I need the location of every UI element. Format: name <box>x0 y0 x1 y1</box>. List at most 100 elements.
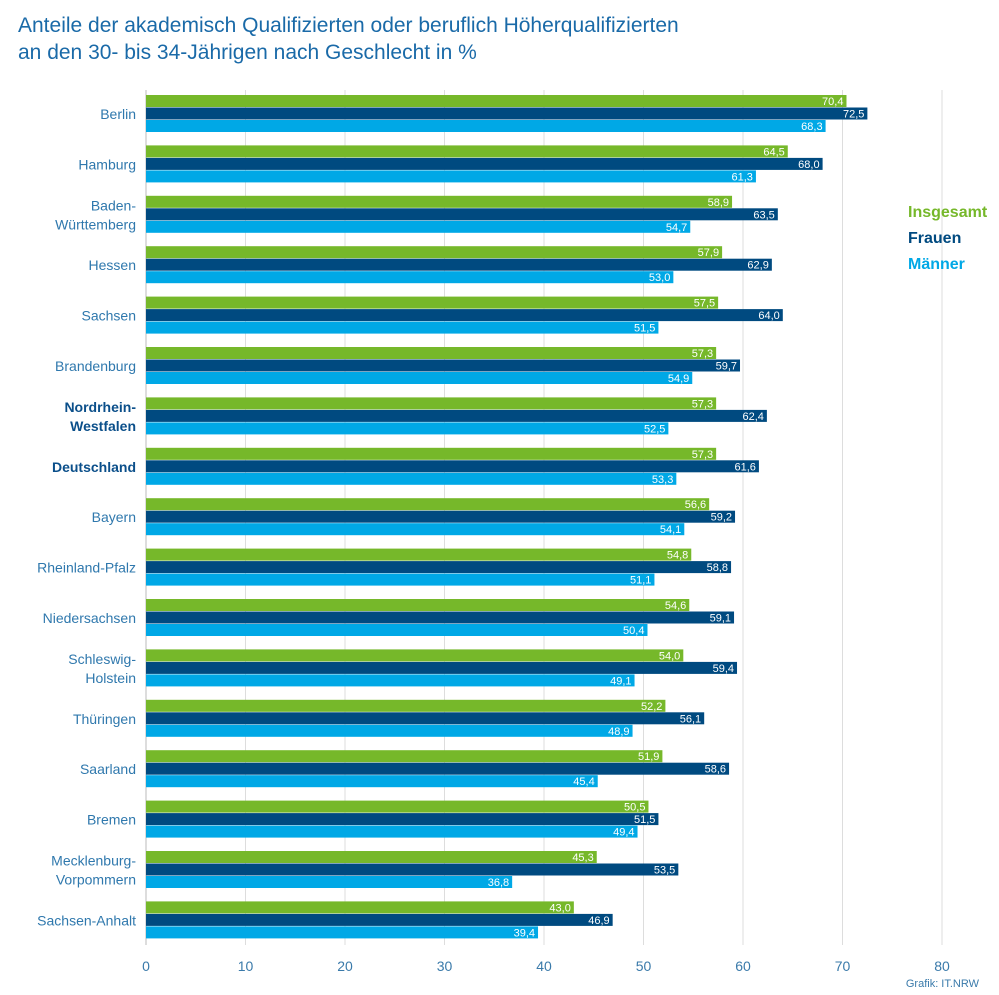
bar-frauen <box>146 561 732 574</box>
category-label: Nordrhein- <box>64 399 136 415</box>
category-label: Saarland <box>80 761 136 777</box>
bar-frauen <box>146 913 613 926</box>
data-label: 53,0 <box>649 272 670 284</box>
bar-insgesamt <box>146 447 717 460</box>
bar-männer <box>146 220 691 233</box>
data-label: 59,1 <box>710 613 731 625</box>
bar-frauen <box>146 661 738 674</box>
data-label: 51,5 <box>634 814 655 826</box>
data-label: 57,3 <box>692 348 713 360</box>
bar-männer <box>146 422 669 435</box>
bar-frauen <box>146 611 735 624</box>
chart-title-line-2: an den 30- bis 34-Jährigen nach Geschlec… <box>18 41 477 64</box>
bar-insgesamt <box>146 296 719 309</box>
x-tick-label: 0 <box>142 958 150 974</box>
bar-männer <box>146 523 685 536</box>
category-label: Brandenburg <box>55 358 136 374</box>
data-label: 54,0 <box>659 650 680 662</box>
category-label: Rheinland-Pfalz <box>37 560 136 576</box>
bar-frauen <box>146 409 767 422</box>
data-label: 57,5 <box>694 298 715 310</box>
bar-insgesamt <box>146 347 717 359</box>
bar-insgesamt <box>146 195 733 208</box>
data-label: 59,2 <box>711 512 732 524</box>
bar-insgesamt <box>146 548 692 561</box>
data-label: 68,0 <box>798 159 819 171</box>
data-label: 58,9 <box>708 197 729 209</box>
data-label: 58,6 <box>705 764 726 776</box>
bar-männer <box>146 624 648 636</box>
legend-item: Frauen <box>908 230 962 247</box>
bar-insgesamt <box>146 800 649 813</box>
x-tick-label: 50 <box>636 958 652 974</box>
data-label: 61,3 <box>732 171 753 183</box>
bar-insgesamt <box>146 649 684 662</box>
bar-männer <box>146 724 633 737</box>
data-label: 63,5 <box>753 209 774 221</box>
bar-männer <box>146 472 677 485</box>
bar-frauen <box>146 208 778 221</box>
source-note: Grafik: IT.NRW <box>905 978 979 990</box>
category-label: Deutschland <box>52 459 136 475</box>
data-label: 45,3 <box>572 852 593 864</box>
category-label: Vorpommern <box>56 872 136 888</box>
bar-frauen <box>146 157 823 170</box>
x-tick-label: 60 <box>735 958 751 974</box>
bar-insgesamt <box>146 397 717 410</box>
category-label: Bayern <box>92 509 136 525</box>
data-label: 50,5 <box>624 802 645 814</box>
data-label: 49,4 <box>613 827 634 839</box>
bar-frauen <box>146 510 736 523</box>
data-label: 61,6 <box>734 461 755 473</box>
bar-frauen <box>146 258 772 271</box>
category-label: Sachsen-Anhalt <box>37 912 136 928</box>
bar-männer <box>146 170 756 183</box>
data-label: 62,9 <box>747 260 768 272</box>
data-label: 54,7 <box>666 222 687 234</box>
bar-männer <box>146 674 635 687</box>
x-tick-label: 20 <box>337 958 353 974</box>
bar-frauen <box>146 813 659 826</box>
bar-insgesamt <box>146 851 597 863</box>
bar-frauen <box>146 309 783 322</box>
data-label: 68,3 <box>801 121 822 133</box>
category-label: Westfalen <box>70 418 136 434</box>
bar-männer <box>146 271 674 284</box>
data-label: 58,8 <box>707 562 728 574</box>
bar-frauen <box>146 712 705 725</box>
bar-männer <box>146 926 539 939</box>
data-label: 51,9 <box>638 751 659 763</box>
category-label: Bremen <box>87 812 136 828</box>
data-label: 49,1 <box>610 675 631 687</box>
data-label: 39,4 <box>514 927 535 939</box>
data-label: 59,7 <box>716 361 737 373</box>
category-label: Holstein <box>85 670 136 686</box>
legend-item: Männer <box>908 256 965 273</box>
bar-männer <box>146 321 659 334</box>
bar-insgesamt <box>146 901 574 914</box>
data-label: 43,0 <box>549 902 570 914</box>
category-label: Niedersachsen <box>43 610 136 626</box>
chart-title: Anteile der akademisch Qualifizierten od… <box>18 12 679 66</box>
category-label: Thüringen <box>73 711 136 727</box>
chart-title-line-1: Anteile der akademisch Qualifizierten od… <box>18 14 679 37</box>
data-label: 53,5 <box>654 865 675 877</box>
category-label: Mecklenburg- <box>51 853 136 869</box>
data-label: 54,9 <box>668 373 689 385</box>
bar-insgesamt <box>146 95 847 107</box>
bar-insgesamt <box>146 246 723 259</box>
bar-frauen <box>146 359 741 372</box>
data-label: 64,0 <box>758 310 779 322</box>
data-label: 72,5 <box>843 109 864 121</box>
bar-männer <box>146 825 638 838</box>
data-label: 62,4 <box>742 411 763 423</box>
category-label: Berlin <box>100 106 136 122</box>
x-tick-label: 10 <box>238 958 254 974</box>
data-label: 57,3 <box>692 398 713 410</box>
x-tick-label: 30 <box>437 958 453 974</box>
data-label: 51,5 <box>634 323 655 335</box>
data-label: 64,5 <box>763 146 784 158</box>
data-label: 59,4 <box>713 663 734 675</box>
data-label: 50,4 <box>623 625 644 637</box>
